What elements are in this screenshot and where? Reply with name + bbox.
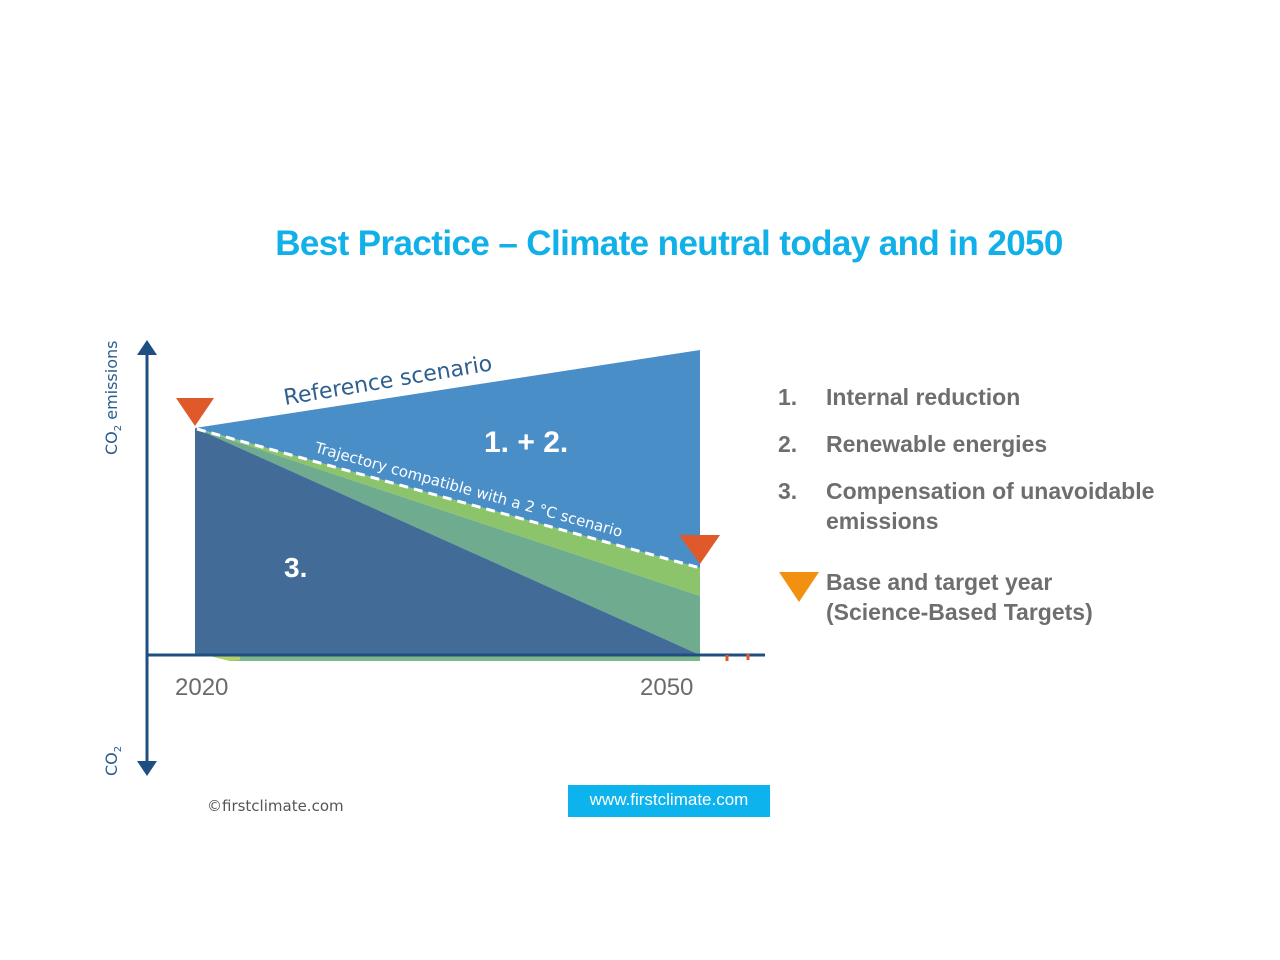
trajectory-dashed-line	[196, 427, 701, 570]
x-tick-2050: 2050	[640, 674, 693, 701]
x-tick-2020: 2020	[175, 674, 228, 701]
region-1-2-label: 1. + 2.	[484, 426, 568, 459]
y-axis-up-arrow-icon	[137, 340, 157, 355]
legend-item-compensation: 3. Compensation of unavoidable emissions	[778, 476, 1196, 536]
legend-triangle-marker-icon	[779, 572, 819, 602]
legend-marker-label: Base and target year (Science-Based Targ…	[826, 567, 1093, 627]
legend-item-label: Internal reduction	[826, 384, 1021, 410]
legend-item-renewable-energies: 2. Renewable energies	[778, 429, 1196, 459]
base-year-marker-icon	[176, 398, 214, 426]
legend-marker-label-line2: (Science-Based Targets)	[826, 599, 1093, 625]
y-axis-label-negative: CO2	[102, 746, 124, 776]
region-3-label: 3.	[284, 552, 307, 583]
below-axis-sliver	[210, 656, 700, 661]
legend-item-internal-reduction: 1. Internal reduction	[778, 382, 1196, 412]
below-axis-sliver-tip	[210, 656, 240, 661]
target-year-marker-icon	[679, 535, 720, 564]
compensation-area	[195, 428, 700, 655]
legend-item-number: 3.	[778, 478, 798, 504]
legend: 1. Internal reduction 2. Renewable energ…	[778, 382, 1196, 553]
legend-marker-label-line1: Base and target year	[826, 569, 1053, 595]
slide-title: Best Practice – Climate neutral today an…	[275, 224, 1063, 263]
legend-item-label: Renewable energies	[826, 431, 1048, 457]
legend-item-number: 1.	[778, 384, 798, 410]
legend-item-number: 2.	[778, 431, 798, 457]
reference-scenario-area	[195, 350, 700, 568]
y-axis-down-arrow-icon	[137, 761, 157, 776]
legend-item-label: Compensation of unavoidable emissions	[826, 478, 1155, 534]
y-axis-label-emissions: CO2 emissions	[102, 341, 124, 455]
copyright-text: ©firstclimate.com	[207, 797, 344, 815]
website-link[interactable]: www.firstclimate.com	[568, 785, 770, 817]
